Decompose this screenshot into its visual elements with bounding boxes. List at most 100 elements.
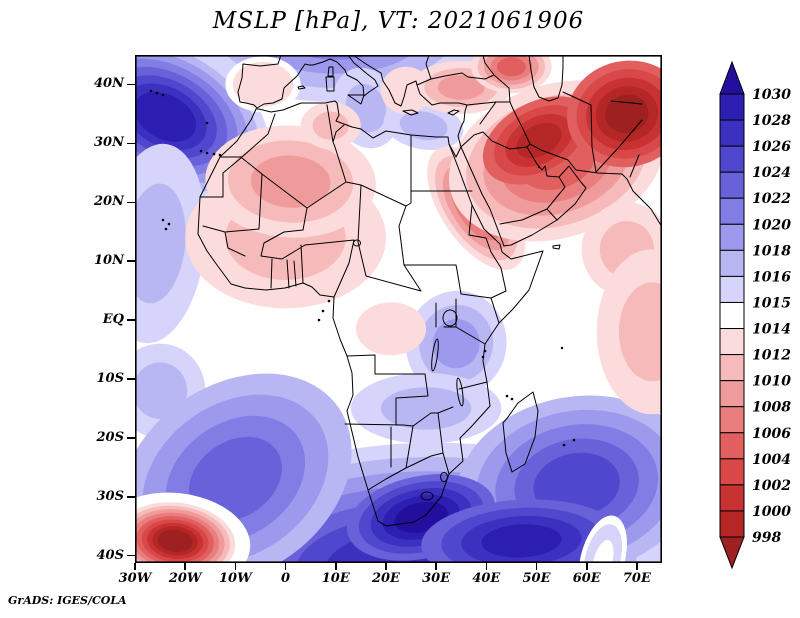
lat-tick-10S	[127, 378, 135, 380]
iran-india-coastline	[529, 143, 662, 228]
caspian-sea-outline	[528, 55, 564, 102]
lon-tick-label-50E: 50E	[522, 571, 551, 586]
pressure-fill-field	[135, 55, 662, 563]
colorbar-segment-12	[719, 406, 745, 434]
sahara-heat-low-band-6	[250, 155, 331, 208]
south-atlantic-blue-band-14	[188, 436, 282, 522]
lon-tick-label-10E: 10E	[321, 571, 350, 586]
colorbar-segment-15	[719, 484, 745, 512]
lat-tick-40S	[127, 554, 135, 557]
colorbar-label-1024: 1024	[752, 165, 791, 181]
east-africa-lavender-band-12	[432, 318, 480, 369]
lon-tick-20E	[385, 563, 387, 570]
colorbar-label-1012: 1012	[752, 348, 791, 364]
indian-ocean-core-band-17	[481, 524, 562, 558]
arabia-coastline	[460, 143, 587, 247]
colorbar-segment-13	[719, 432, 745, 460]
colorbar-segment-11	[719, 380, 745, 408]
colorbar-label-1004: 1004	[752, 452, 791, 468]
colorbar-label-1006: 1006	[752, 426, 791, 442]
lon-tick-label-30E: 30E	[422, 571, 451, 586]
lon-tick-30W	[134, 563, 136, 570]
lat-tick-EQ	[127, 319, 135, 321]
socotra-island	[552, 244, 561, 250]
small-islands	[149, 89, 576, 447]
colorbar-label-1010: 1010	[752, 374, 791, 390]
europe-band-band-12	[260, 55, 411, 74]
congo-pink-band-8	[355, 302, 427, 356]
colorbar-segment-9	[719, 328, 745, 356]
africa-coastline	[197, 100, 544, 527]
mslp-map	[135, 55, 662, 563]
lake-victoria	[442, 309, 458, 327]
colorbar-label-1030: 1030	[752, 87, 791, 103]
caucasus-red-band-4	[496, 57, 526, 77]
lat-tick-label-EQ: EQ	[102, 312, 124, 328]
colorbar-arrow-bottom	[719, 536, 745, 570]
lake-malawi	[456, 377, 464, 407]
europe-coastline	[237, 55, 418, 109]
colorbar-label-1008: 1008	[752, 400, 791, 416]
colorbar-segment-7	[719, 275, 745, 303]
lat-tick-label-40S: 40S	[96, 547, 124, 563]
lat-tick-20N	[127, 201, 135, 204]
lon-tick-label-0: 0	[281, 571, 291, 586]
lat-tick-label-20S: 20S	[96, 429, 124, 445]
sinai-coastline	[448, 135, 462, 158]
iberia-pink-band-8	[232, 62, 294, 107]
lon-tick-label-60E: 60E	[572, 571, 601, 586]
lon-tick-label-20E: 20E	[371, 571, 400, 586]
colorbar-label-1020: 1020	[752, 217, 791, 233]
colorbar-label-1022: 1022	[752, 191, 791, 207]
lat-tick-label-40N: 40N	[94, 76, 124, 92]
colorbar-label-1026: 1026	[752, 139, 791, 155]
colorbar-segment-4	[719, 197, 745, 225]
lon-tick-20W	[184, 563, 186, 570]
colorbar-label-1000: 1000	[752, 504, 791, 520]
lon-tick-label-10W: 10W	[219, 571, 252, 586]
lake-tanganyika	[431, 338, 439, 372]
colorbar-label-1014: 1014	[752, 322, 791, 338]
colorbar-segment-10	[719, 354, 745, 382]
atlantic-tongue-band-11	[135, 183, 186, 304]
lat-tick-label-20N: 20N	[94, 194, 124, 210]
ne-indian-pink-band-7	[618, 282, 662, 382]
lat-tick-10N	[127, 260, 135, 262]
azores-high-band-17	[135, 91, 197, 142]
lat-tick-label-10S: 10S	[96, 370, 124, 386]
lon-tick-50E	[535, 563, 538, 570]
colorbar-label-1018: 1018	[752, 243, 791, 259]
colorbar-label-1028: 1028	[752, 113, 791, 129]
country-borders	[199, 74, 643, 491]
colorbar-label-998: 998	[752, 530, 781, 546]
lon-tick-70E	[636, 563, 638, 570]
lon-tick-40E	[485, 563, 488, 570]
turkey-pink-band-6	[437, 75, 485, 100]
colorbar: 1030 1028 1026 1024 1022 1020 1018 1016 1015 1014…	[719, 60, 791, 570]
colorbar-segment-1	[719, 119, 745, 147]
lon-tick-label-40E: 40E	[472, 571, 501, 586]
lon-tick-10E	[335, 563, 337, 570]
colorbar-segment-3	[719, 171, 745, 199]
west-atlantic-lavender-band-11	[135, 362, 188, 419]
lon-tick-label-30W: 30W	[118, 571, 152, 586]
colorbar-segment-6	[719, 249, 745, 277]
lat-tick-label-30S: 30S	[96, 488, 124, 504]
egypt-lavender-band-11	[399, 111, 448, 141]
lon-tick-0	[284, 563, 287, 570]
colorbar-segment-2	[719, 145, 745, 173]
eswatini-border	[440, 472, 448, 482]
afghan-core-band-0	[605, 94, 649, 134]
geography-overlay	[149, 55, 662, 527]
colorbar-segment-0	[719, 93, 745, 121]
colorbar-label-1015: 1015	[752, 295, 791, 311]
lesotho-border	[420, 491, 434, 501]
plot-frame	[135, 55, 662, 563]
lon-tick-label-20W: 20W	[168, 571, 202, 586]
lon-tick-30E	[435, 563, 437, 570]
colorbar-arrow-top	[719, 60, 745, 95]
lon-tick-10W	[234, 563, 237, 570]
lake-chad	[353, 239, 361, 247]
lat-tick-20S	[127, 437, 135, 439]
